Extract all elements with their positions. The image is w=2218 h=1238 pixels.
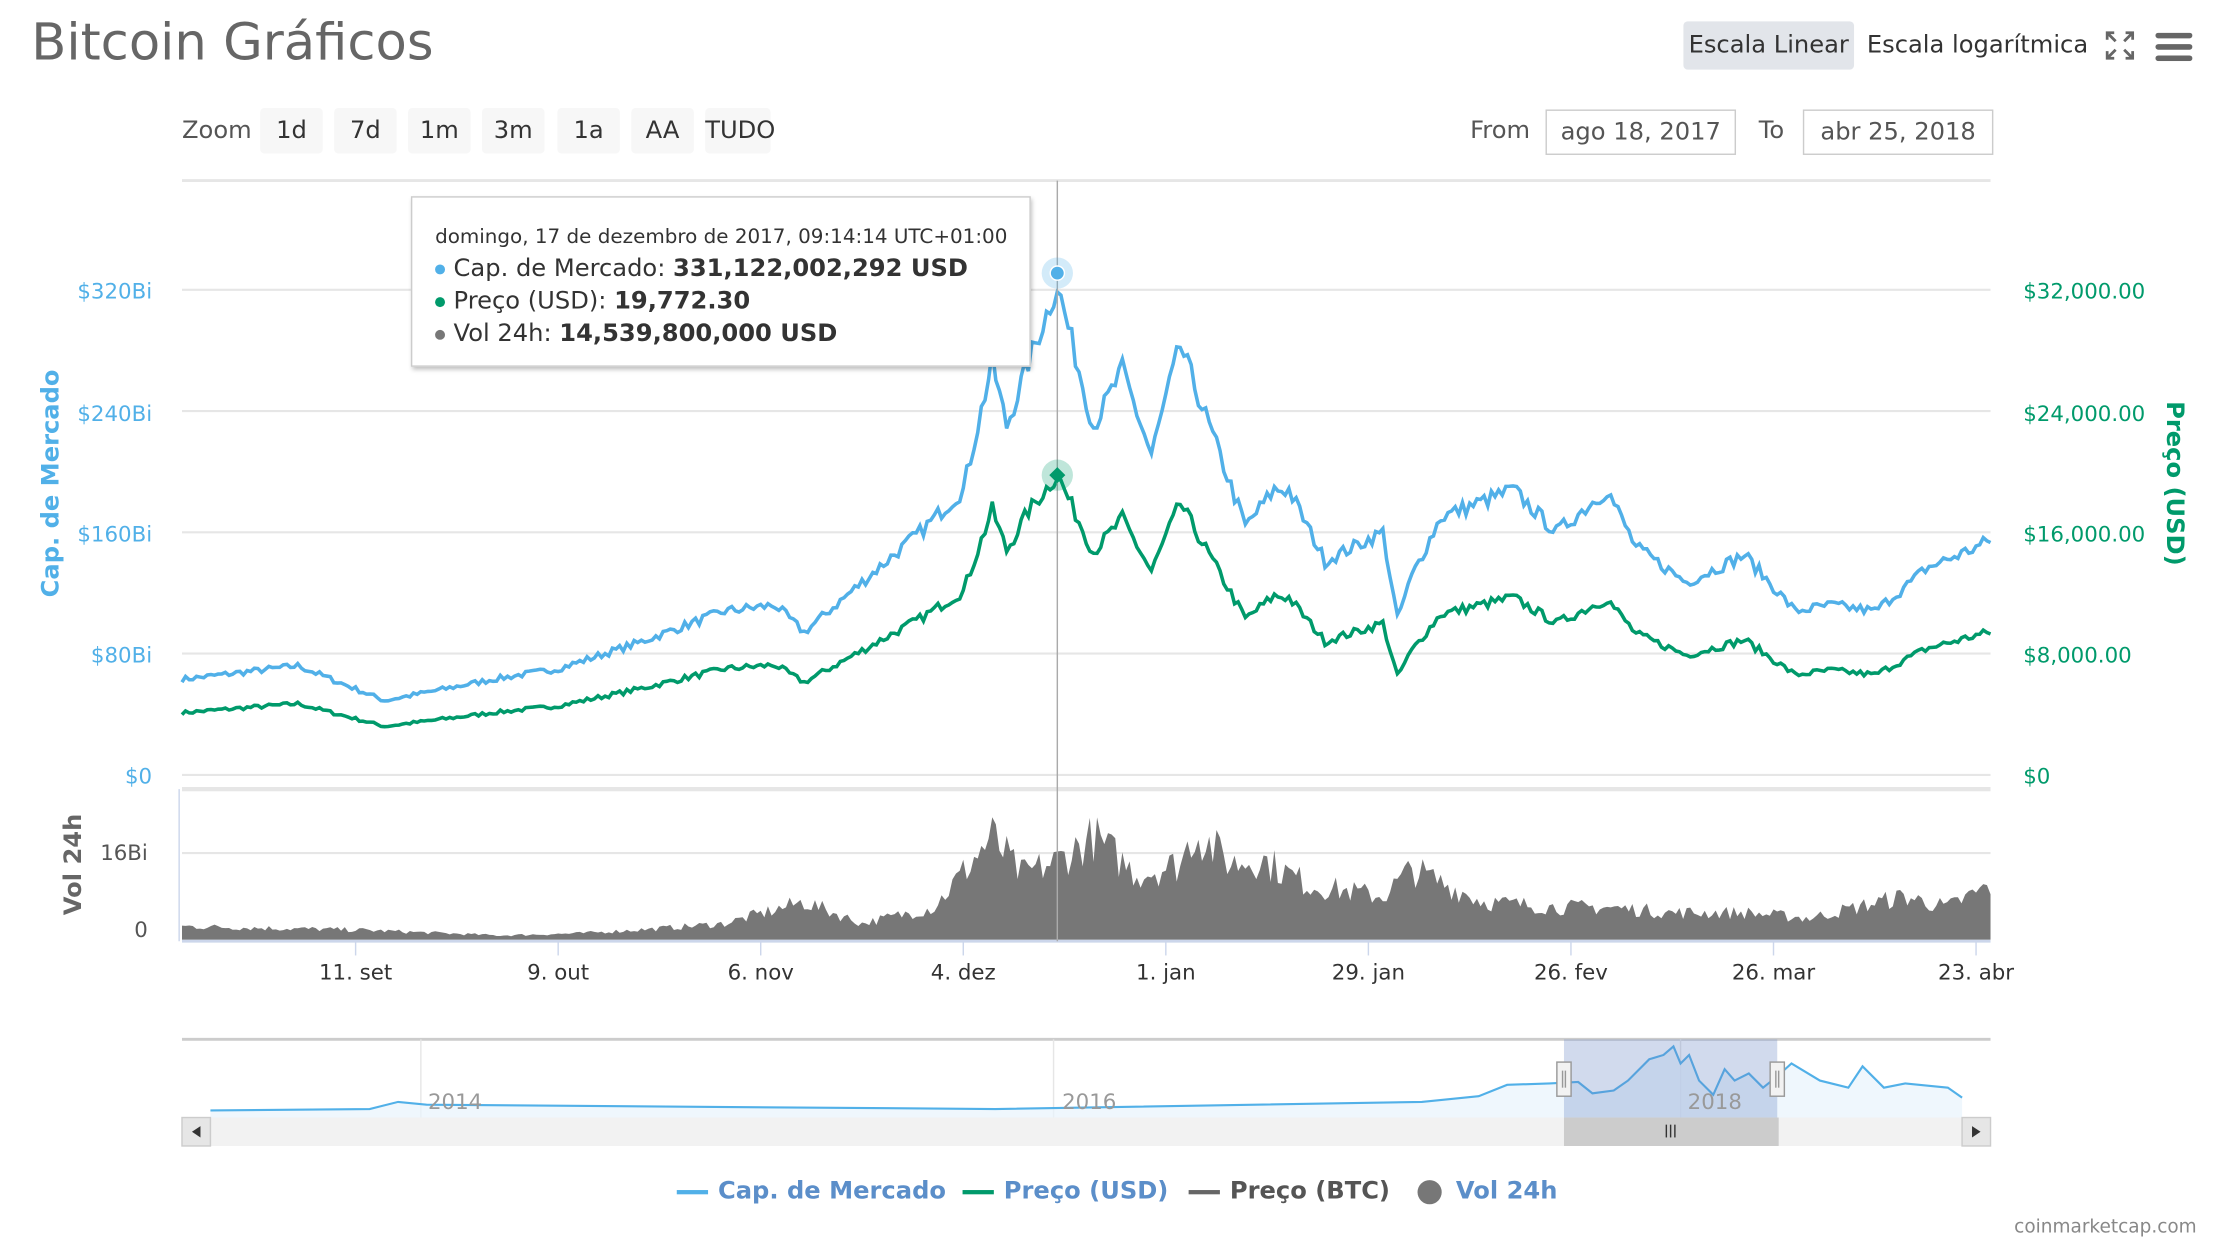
y-tick-left-1: $80Bi [91,644,152,669]
tooltip-vol-label: Vol 24h: [453,319,560,349]
navigator-handle [1769,1061,1786,1097]
to-date-input[interactable]: abr 25, 2018 [1802,109,1994,155]
legend-item-price-usd[interactable]: Preço (USD) [962,1177,1169,1206]
navigator-line [210,1044,1963,1112]
tooltip-date: domingo, 17 de dezembro de 2017, 09:14:1… [435,226,1008,249]
vol-tick-1: 16Bi [100,841,148,866]
from-label: From [1470,116,1531,146]
nav-year-2: 2018 [1688,1090,1742,1115]
navigator-area [210,1046,1963,1118]
scale-linear-button[interactable]: Escala Linear [1683,21,1855,70]
y-tick-right-2: $16,000.00 [2023,523,2145,548]
tooltip-cap-label: Cap. de Mercado: [453,254,674,283]
x-tick-label: 4. dez [931,961,996,986]
x-tick-label: 26. mar [1732,961,1815,986]
x-tick-label: 23. abr [1938,961,2014,986]
series-line-price [180,477,1992,729]
zoom-label: Zoom [181,116,252,146]
legend-item-cap[interactable]: Cap. de Mercado [676,1177,946,1206]
navigator-selection [1563,1039,1778,1118]
volume-area [181,817,1991,940]
x-tick-label: 9. out [527,961,589,986]
tooltip-price-value: 19,772.30 [614,287,751,316]
x-tick-label: 11. set [319,961,392,986]
x-tick-label: 1. jan [1136,961,1196,986]
zoom-7d-button[interactable]: 7d [334,108,397,154]
chevron-left-icon [191,1126,201,1138]
nav-year-1: 2016 [1062,1090,1116,1115]
tooltip: domingo, 17 de dezembro de 2017, 09:14:1… [410,196,1031,367]
tooltip-vol-value: 14,539,800,000 USD [559,319,838,349]
x-tick-label: 26. fev [1534,961,1608,986]
y-tick-right-4: $32,000.00 [2023,280,2145,305]
expand-icon[interactable] [2105,31,2135,60]
y-axis-title-left: Cap. de Mercado [36,369,64,597]
legend-label: Preço (USD) [1003,1177,1169,1206]
zoom-1d-button[interactable]: 1d [260,108,323,154]
tooltip-price-label: Preço (USD): [453,287,615,316]
y-tick-left-2: $160Bi [77,523,152,548]
scale-log-button[interactable]: Escala logarítmica [1866,31,2089,60]
y-tick-right-0: $0 [2023,764,2050,789]
tooltip-price-row: Preço (USD): 19,772.30 [435,287,751,316]
zoom-1m-button[interactable]: 1m [408,108,471,154]
y-axis-title-right: Preço (USD) [2161,401,2189,565]
zoom-3m-button[interactable]: 3m [481,108,545,154]
from-date-input[interactable]: ago 18, 2017 [1545,109,1737,155]
legend-item-vol[interactable]: Vol 24h [1417,1177,1558,1206]
zoom-aa-button[interactable]: AA [631,108,694,154]
x-tick-label: 29. jan [1332,961,1405,986]
y-tick-left-0: $0 [125,764,152,789]
hover-point-cap [1049,265,1066,281]
x-tick-label: 6. nov [728,961,794,986]
legend-item-price-btc[interactable]: Preço (BTC) [1188,1177,1390,1206]
zoom-1a-button[interactable]: 1a [557,108,620,154]
legend-label: Vol 24h [1455,1177,1558,1206]
y-tick-right-3: $24,000.00 [2023,402,2145,427]
y-tick-left-3: $240Bi [77,402,152,427]
hamburger-icon[interactable] [2155,32,2193,62]
vol-tick-0: 0 [134,918,148,943]
legend-label: Preço (BTC) [1229,1177,1390,1206]
series-line-cap [180,288,1992,703]
navigator-handle [1556,1061,1572,1097]
tooltip-vol-row: Vol 24h: 14,539,800,000 USD [435,320,837,348]
tooltip-cap-value: 331,122,002,292 USD [673,254,968,283]
vol-axis-title: Vol 24h [59,814,87,915]
y-tick-left-4: $320Bi [77,280,152,305]
legend-label: Cap. de Mercado [718,1177,946,1206]
to-label: To [1758,116,1785,146]
credit-link[interactable]: coinmarketcap.com [2014,1217,2197,1238]
nav-year-0: 2014 [428,1090,482,1115]
y-tick-right-1: $8,000.00 [2023,644,2131,669]
chevron-right-icon [1972,1126,1981,1138]
tooltip-cap-row: Cap. de Mercado: 331,122,002,292 USD [435,255,968,283]
zoom-all-button[interactable]: TUDO [705,108,775,154]
page-title: Bitcoin Gráficos [31,14,434,73]
